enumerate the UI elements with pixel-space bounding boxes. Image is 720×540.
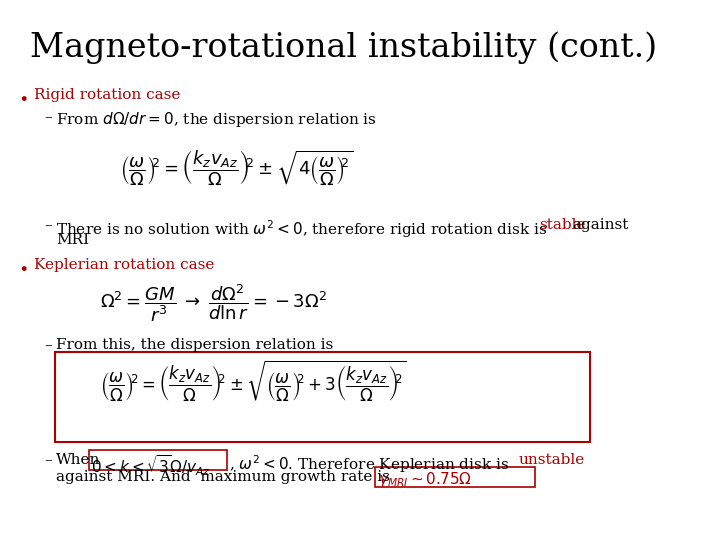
Text: Keplerian rotation case: Keplerian rotation case [34, 258, 215, 272]
Text: –: – [44, 338, 52, 352]
Text: $\bullet$: $\bullet$ [18, 258, 27, 276]
Bar [55, 352, 590, 442]
Text: –: – [44, 110, 52, 124]
Text: –: – [44, 453, 52, 467]
Text: Magneto-rotational instability (cont.): Magneto-rotational instability (cont.) [30, 32, 657, 64]
Text: unstable: unstable [519, 453, 585, 467]
Bar [375, 467, 535, 487]
Text: MRI: MRI [56, 233, 89, 247]
Text: $0 < k < \sqrt{3}\Omega/v_{Az}$: $0 < k < \sqrt{3}\Omega/v_{Az}$ [91, 453, 211, 477]
Text: $\left(\dfrac{\omega}{\Omega}\right)^{\!\!2} = \left(\dfrac{k_z v_{Az}}{\Omega}\: $\left(\dfrac{\omega}{\Omega}\right)^{\!… [100, 358, 407, 403]
Text: $\bullet$: $\bullet$ [18, 88, 27, 106]
Text: From this, the dispersion relation is: From this, the dispersion relation is [56, 338, 333, 352]
Text: From $d\Omega/dr = 0$, the dispersion relation is: From $d\Omega/dr = 0$, the dispersion re… [56, 110, 377, 129]
Text: $\left(\dfrac{\omega}{\Omega}\right)^{\!\!2} = \left(\dfrac{k_z v_{Az}}{\Omega}\: $\left(\dfrac{\omega}{\Omega}\right)^{\!… [120, 148, 354, 188]
Text: , $\omega^2 < 0$. Therefore Keplerian disk is: , $\omega^2 < 0$. Therefore Keplerian di… [229, 453, 509, 475]
Text: $\gamma_{MRI} \sim 0.75\Omega$: $\gamma_{MRI} \sim 0.75\Omega$ [378, 470, 472, 489]
Text: $\Omega^2 = \dfrac{GM}{r^3} \;\rightarrow\; \dfrac{d\Omega^2}{d\ln r} = -3\Omega: $\Omega^2 = \dfrac{GM}{r^3} \;\rightarro… [100, 282, 327, 324]
Text: against: against [572, 218, 629, 232]
Text: –: – [44, 218, 52, 232]
Text: stable: stable [539, 218, 585, 232]
Text: Rigid rotation case: Rigid rotation case [34, 88, 181, 102]
Text: There is no solution with $\omega^2 < 0$, therefore rigid rotation disk is: There is no solution with $\omega^2 < 0$… [56, 218, 548, 240]
Text: against MRI. And  maximum growth rate is: against MRI. And maximum growth rate is [56, 470, 390, 484]
Text: When: When [56, 453, 100, 467]
Bar [89, 450, 227, 470]
